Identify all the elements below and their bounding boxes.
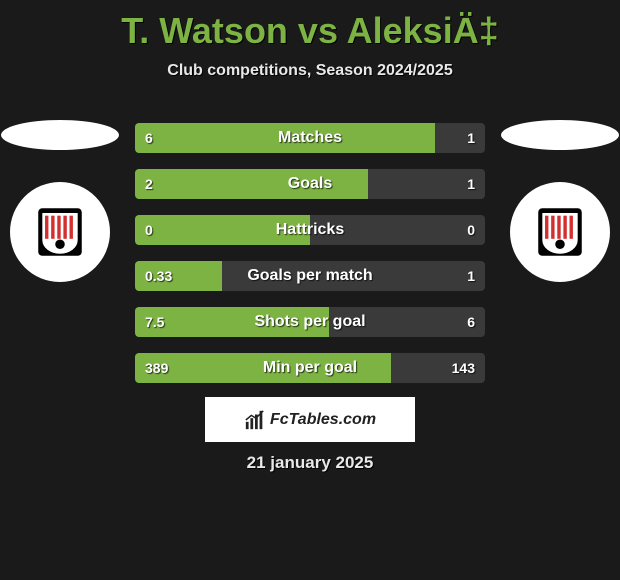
player-left-avatar bbox=[1, 120, 119, 150]
player-left-club-badge bbox=[10, 182, 110, 282]
player-right-avatar bbox=[501, 120, 619, 150]
stat-value-right: 143 bbox=[452, 353, 475, 383]
stat-row: 0Hattricks0 bbox=[135, 215, 485, 245]
attribution-badge[interactable]: FcTables.com bbox=[205, 397, 415, 442]
attribution-text: FcTables.com bbox=[270, 411, 376, 429]
player-right-slot bbox=[500, 120, 620, 282]
stat-row: 6Matches1 bbox=[135, 123, 485, 153]
stat-label: Goals per match bbox=[135, 261, 485, 291]
stat-value-right: 1 bbox=[467, 261, 475, 291]
player-right-club-badge bbox=[510, 182, 610, 282]
stat-value-right: 1 bbox=[467, 123, 475, 153]
page-title: T. Watson vs AleksiÄ‡ bbox=[0, 0, 620, 52]
stat-label: Shots per goal bbox=[135, 307, 485, 337]
club-crest-icon bbox=[526, 198, 594, 266]
date-label: 21 january 2025 bbox=[0, 453, 620, 473]
stat-label: Hattricks bbox=[135, 215, 485, 245]
stat-value-right: 0 bbox=[467, 215, 475, 245]
stat-row: 2Goals1 bbox=[135, 169, 485, 199]
chart-icon bbox=[244, 409, 266, 431]
club-crest-icon bbox=[26, 198, 94, 266]
stat-label: Goals bbox=[135, 169, 485, 199]
player-left-slot bbox=[0, 120, 120, 282]
stat-row: 389Min per goal143 bbox=[135, 353, 485, 383]
subtitle: Club competitions, Season 2024/2025 bbox=[0, 62, 620, 80]
stat-row: 0.33Goals per match1 bbox=[135, 261, 485, 291]
stat-value-right: 1 bbox=[467, 169, 475, 199]
stat-label: Min per goal bbox=[135, 353, 485, 383]
stat-label: Matches bbox=[135, 123, 485, 153]
stats-container: 6Matches12Goals10Hattricks00.33Goals per… bbox=[135, 123, 485, 399]
stat-row: 7.5Shots per goal6 bbox=[135, 307, 485, 337]
stat-value-right: 6 bbox=[467, 307, 475, 337]
